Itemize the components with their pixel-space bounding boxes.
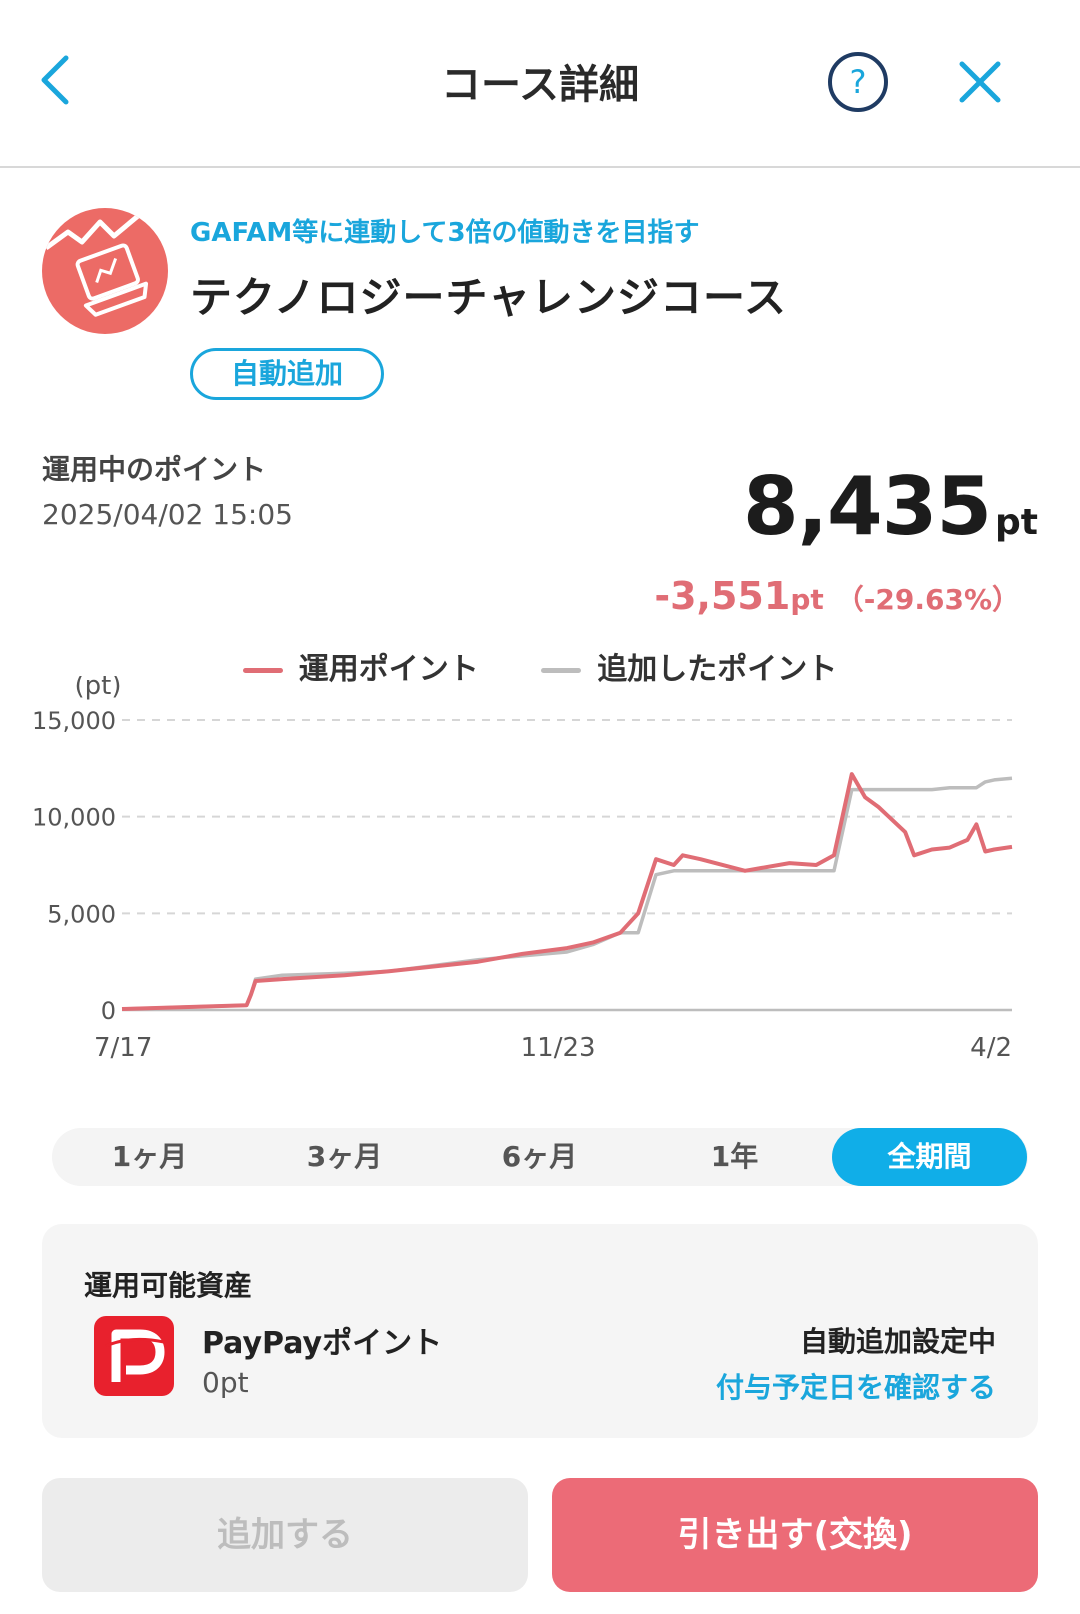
x-tick-label: 4/2	[970, 1033, 1012, 1063]
x-tick-label: 11/23	[521, 1033, 596, 1063]
period-1m[interactable]: 1ヶ月	[111, 1140, 188, 1173]
assets-title: 運用可能資産	[84, 1269, 253, 1302]
check-schedule-link[interactable]: 付与予定日を確認する	[715, 1371, 996, 1404]
legend-label-added: 追加したポイント	[597, 652, 838, 687]
laptop-chart-icon	[44, 214, 149, 317]
auto-add-badge: 自動追加	[190, 348, 384, 400]
points-change-value: -3,551	[654, 574, 791, 618]
series-line-managed-points	[121, 772, 1013, 1011]
chevron-left-icon	[41, 55, 69, 105]
available-assets-card: 運用可能資産 PayPayポイント 0pt 自動追加設定中 付与予定日を確認する	[42, 1224, 1038, 1438]
legend-item-managed: 運用ポイント	[242, 644, 479, 688]
close-button[interactable]	[948, 50, 1012, 114]
y-axis-unit-label: (pt)	[75, 676, 122, 701]
y-tick-label: 0	[101, 997, 116, 1025]
y-tick-label: 10,000	[32, 804, 116, 832]
legend-swatch-managed	[242, 668, 283, 673]
series-line-added-points	[121, 776, 1013, 1011]
back-button[interactable]	[26, 46, 96, 116]
page-title: コース詳細	[441, 62, 639, 108]
legend-label-managed: 運用ポイント	[298, 652, 479, 687]
points-line-chart: (pt) 0 5,000 10,000 15,000 7/17 11/23 4/2	[32, 676, 1013, 1063]
help-glyph: ?	[850, 63, 867, 101]
period-6m[interactable]: 6ヶ月	[501, 1140, 578, 1173]
points-total-value: 8,435	[742, 460, 992, 553]
x-tick-label: 7/17	[94, 1033, 152, 1063]
points-timestamp: 2025/04/02 15:05	[42, 498, 293, 531]
chart-legend: 運用ポイント 追加したポイント	[0, 644, 1080, 688]
period-3m[interactable]: 3ヶ月	[306, 1140, 383, 1173]
asset-points: 0pt	[202, 1366, 249, 1399]
course-name: テクノロジーチャレンジコース	[190, 273, 787, 322]
paypay-icon	[94, 1316, 174, 1396]
y-tick-label: 15,000	[32, 707, 116, 735]
help-button[interactable]: ?	[826, 50, 890, 114]
points-total: 8,435 pt	[743, 460, 1038, 553]
period-1y[interactable]: 1年	[710, 1140, 759, 1173]
points-total-unit: pt	[995, 502, 1038, 543]
close-icon	[959, 61, 1001, 103]
help-icon: ?	[828, 52, 888, 112]
add-points-button[interactable]: 追加する	[42, 1478, 528, 1592]
period-selector: 1ヶ月 3ヶ月 6ヶ月 1年 全期間	[52, 1128, 1028, 1186]
points-change-unit: pt	[790, 583, 824, 616]
course-icon	[42, 208, 168, 334]
auto-add-status: 自動追加設定中	[799, 1325, 996, 1358]
header-bar: コース詳細 ?	[0, 0, 1080, 168]
asset-name: PayPayポイント	[202, 1326, 443, 1361]
legend-item-added: 追加したポイント	[541, 644, 837, 688]
period-all[interactable]: 全期間	[832, 1128, 1027, 1186]
legend-swatch-added	[541, 668, 582, 673]
points-label: 運用中のポイント	[42, 453, 267, 486]
course-tagline: GAFAM等に連動して3倍の値動きを目指す	[190, 218, 700, 248]
y-tick-label: 5,000	[47, 900, 116, 928]
points-change: -3,551pt （-29.63%）	[654, 574, 1020, 618]
points-change-percent: （-29.63%）	[835, 583, 1020, 616]
paypay-logo	[105, 1329, 165, 1382]
withdraw-button[interactable]: 引き出す(交換)	[552, 1478, 1038, 1592]
